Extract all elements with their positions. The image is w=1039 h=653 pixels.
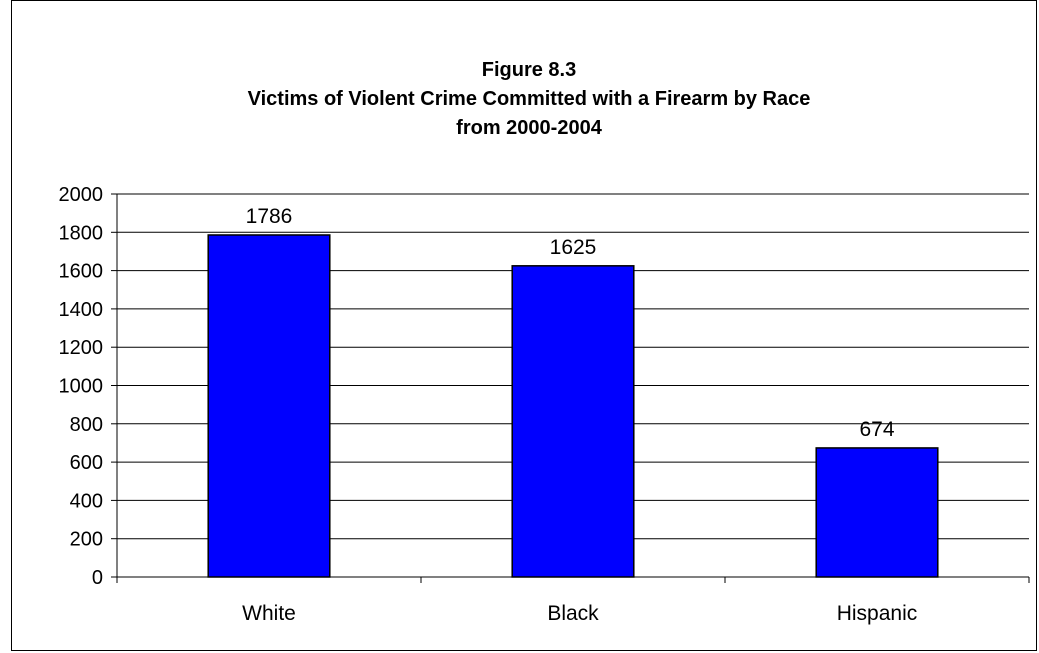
chart-title: Figure 8.3 Victims of Violent Crime Comm… bbox=[248, 59, 811, 139]
bar-white bbox=[207, 234, 331, 578]
y-tick-label: 800 bbox=[70, 414, 103, 436]
y-tick-label: 400 bbox=[70, 490, 103, 512]
data-label: 674 bbox=[859, 418, 894, 441]
y-tick-label: 1800 bbox=[59, 222, 104, 244]
title-line-3: from 2000-2004 bbox=[456, 117, 603, 139]
y-tick-label: 200 bbox=[70, 529, 103, 551]
data-label: 1786 bbox=[246, 205, 293, 228]
title-line-2: Victims of Violent Crime Committed with … bbox=[248, 88, 811, 110]
y-tick-label: 0 bbox=[92, 567, 103, 589]
y-tick-label: 1200 bbox=[59, 337, 104, 359]
title-line-1: Figure 8.3 bbox=[482, 59, 576, 81]
x-category-label: Hispanic bbox=[837, 602, 918, 625]
bar-hispanic bbox=[815, 447, 939, 578]
y-tick-label: 2000 bbox=[59, 184, 104, 206]
y-tick-label: 1000 bbox=[59, 376, 104, 398]
plot-area: 0 200 400 600 800 1000 1200 1400 1600 1800 2000 178… bbox=[59, 184, 1030, 625]
bar-black bbox=[511, 265, 635, 578]
y-tick-label: 1600 bbox=[59, 261, 104, 283]
data-label: 1625 bbox=[550, 236, 597, 259]
y-tick-label: 1400 bbox=[59, 299, 104, 321]
x-category-label: White bbox=[242, 602, 296, 625]
x-category-label: Black bbox=[547, 602, 599, 625]
y-tick-label: 600 bbox=[70, 452, 103, 474]
